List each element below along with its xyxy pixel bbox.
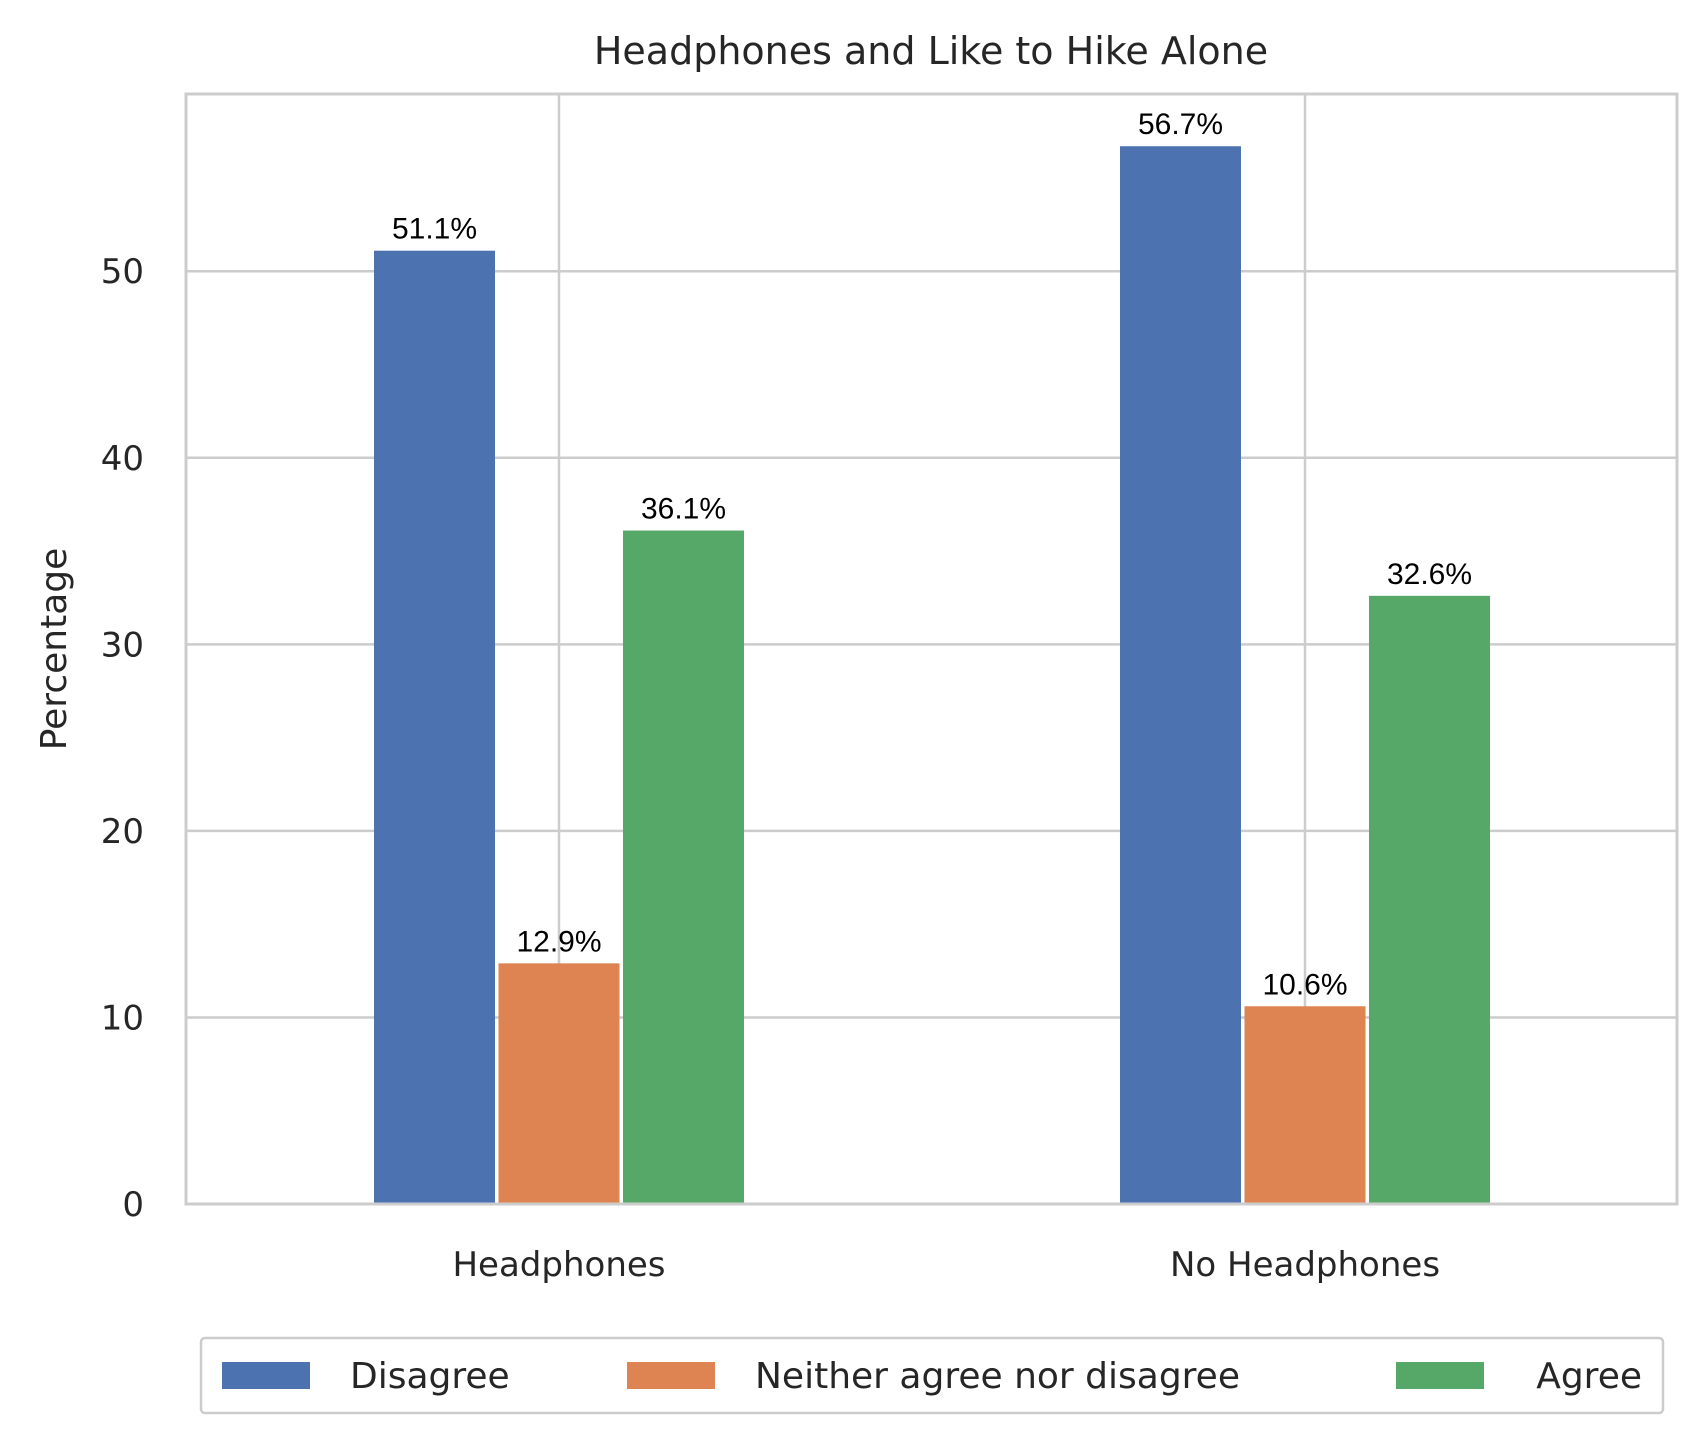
legend-swatch [222,1362,310,1389]
plot-frame [184,92,1679,1206]
bars [374,146,1490,1205]
bar-value-label: 12.9% [516,925,601,958]
bar [1120,146,1241,1204]
bar-value-label: 56.7% [1138,108,1223,141]
y-axis-label: Percentage [34,548,75,751]
legend-label: Neither agree nor disagree [755,1356,1240,1397]
data-labels: 51.1% 12.9% 36.1% 56.7% 10.6% 32.6% [392,108,1472,1001]
legend-swatch [627,1362,715,1389]
y-tick-label: 30 [101,625,144,665]
y-tick-label: 10 [101,998,144,1038]
y-tick-label: 40 [101,439,144,479]
x-tick-label: Headphones [452,1245,665,1285]
legend-swatch [1396,1362,1484,1389]
bar [1369,595,1490,1204]
y-tick-label: 50 [101,252,144,292]
legend-frame [199,1336,1665,1415]
bar [1244,1006,1366,1204]
bar [498,963,620,1204]
bar-value-label: 10.6% [1262,968,1347,1001]
bar-value-label: 51.1% [392,213,477,246]
bar-value-label: 36.1% [641,493,726,526]
x-tick-label: No Headphones [1170,1245,1440,1285]
y-tick-label: 0 [122,1185,144,1225]
legend-label: Agree [1536,1356,1642,1397]
y-tick-label: 20 [101,812,144,852]
chart-title: Headphones and Like to Hike Alone [594,29,1268,73]
legend: Disagree Neither agree nor disagree Agree [199,1336,1665,1415]
x-axis-ticks: Headphones No Headphones [452,1245,1440,1285]
legend-label: Disagree [350,1356,510,1397]
bar-value-label: 32.6% [1387,558,1472,591]
y-axis-ticks: 0 10 20 30 40 50 [101,252,144,1225]
bar [374,250,495,1205]
bar [623,530,744,1204]
